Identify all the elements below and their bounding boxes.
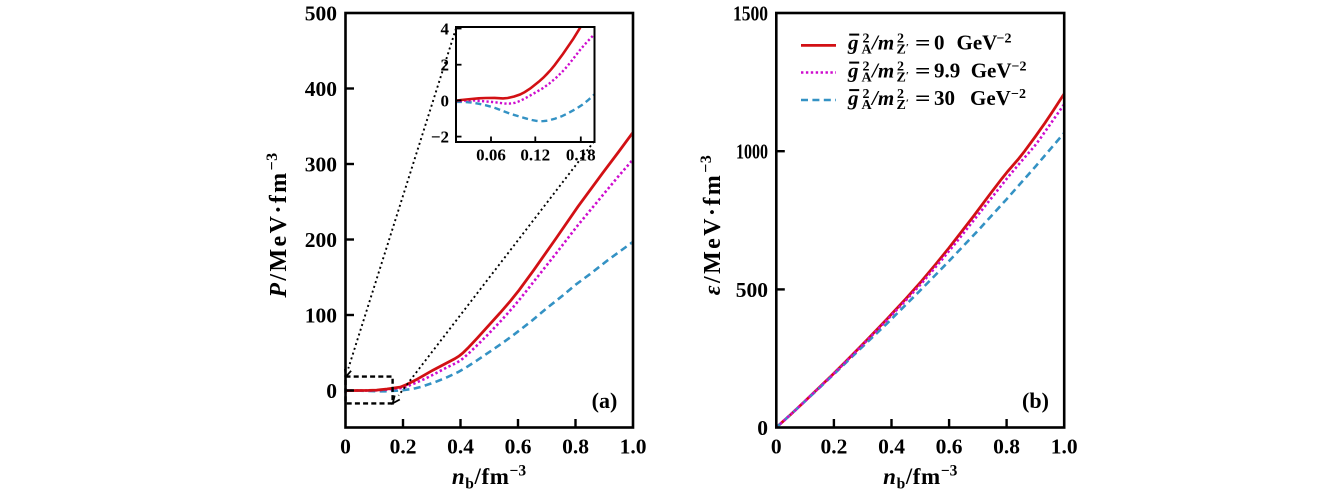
svg-text:9.9: 9.9	[934, 59, 960, 83]
svg-text:0: 0	[771, 435, 782, 459]
svg-text:0.6: 0.6	[936, 435, 963, 459]
svg-text:0: 0	[340, 435, 351, 459]
svg-text:300: 300	[305, 153, 337, 177]
svg-text:0.18: 0.18	[566, 146, 596, 165]
svg-text:/m: /m	[870, 31, 894, 55]
svg-text:0.8: 0.8	[562, 435, 589, 459]
svg-text:=: =	[915, 59, 931, 83]
svg-text:Z′: Z′	[897, 42, 909, 58]
svg-text:Z′: Z′	[897, 98, 909, 114]
svg-text:500: 500	[736, 278, 768, 302]
svg-text:500: 500	[305, 2, 337, 26]
svg-text:2: 2	[441, 56, 450, 75]
svg-text:−2: −2	[431, 128, 449, 147]
svg-text:0.2: 0.2	[820, 435, 847, 459]
svg-text:200: 200	[305, 228, 337, 252]
svg-text:GeV: GeV	[971, 59, 1012, 83]
svg-text:400: 400	[305, 77, 337, 101]
svg-text:4: 4	[441, 20, 450, 39]
svg-text:(a): (a)	[592, 388, 618, 413]
svg-text:1.0: 1.0	[1051, 435, 1078, 459]
svg-text:−2: −2	[1011, 87, 1026, 102]
svg-text:2: 2	[863, 87, 870, 102]
svg-text:0.4: 0.4	[447, 435, 474, 459]
svg-text:g: g	[847, 59, 859, 83]
svg-text:nb/fm−3: nb/fm−3	[883, 463, 957, 493]
svg-text:0.12: 0.12	[520, 146, 550, 165]
svg-text:1500: 1500	[733, 2, 768, 26]
svg-text:2: 2	[897, 87, 904, 102]
svg-text:2: 2	[863, 60, 870, 75]
svg-text:g: g	[847, 31, 859, 55]
svg-text:Z′: Z′	[897, 70, 909, 86]
svg-text:1.0: 1.0	[620, 435, 647, 459]
svg-text:0.2: 0.2	[390, 435, 417, 459]
svg-text:2: 2	[897, 32, 904, 47]
svg-text:−2: −2	[1012, 60, 1027, 75]
svg-text:A: A	[862, 98, 873, 113]
svg-text:(b): (b)	[1022, 388, 1049, 413]
svg-text:0: 0	[441, 91, 450, 110]
svg-text:A: A	[862, 43, 873, 58]
svg-text:2: 2	[897, 60, 904, 75]
svg-text:nb/fm−3: nb/fm−3	[452, 463, 526, 493]
svg-text:0: 0	[934, 31, 945, 55]
svg-text:0: 0	[757, 416, 768, 440]
svg-text:0.06: 0.06	[476, 146, 506, 165]
svg-text:g: g	[847, 86, 859, 110]
svg-text:ε/MeV·fm−3: ε/MeV·fm−3	[698, 155, 726, 295]
svg-text:/m: /m	[870, 59, 894, 83]
svg-text:−2: −2	[997, 32, 1012, 47]
svg-text:30: 30	[934, 86, 955, 110]
svg-text:0.6: 0.6	[505, 435, 532, 459]
svg-text:0.8: 0.8	[993, 435, 1020, 459]
svg-text:=: =	[915, 86, 931, 110]
svg-text:0: 0	[326, 379, 337, 403]
svg-text:P/MeV·fm−3: P/MeV·fm−3	[264, 152, 292, 298]
svg-text:A: A	[862, 71, 873, 86]
svg-text:=: =	[915, 31, 931, 55]
svg-text:100: 100	[305, 304, 337, 328]
svg-text:/m: /m	[870, 86, 894, 110]
svg-text:0.4: 0.4	[878, 435, 905, 459]
svg-text:1000: 1000	[736, 140, 768, 164]
svg-text:GeV: GeV	[957, 31, 998, 55]
svg-text:GeV: GeV	[970, 86, 1011, 110]
svg-text:2: 2	[863, 32, 870, 47]
